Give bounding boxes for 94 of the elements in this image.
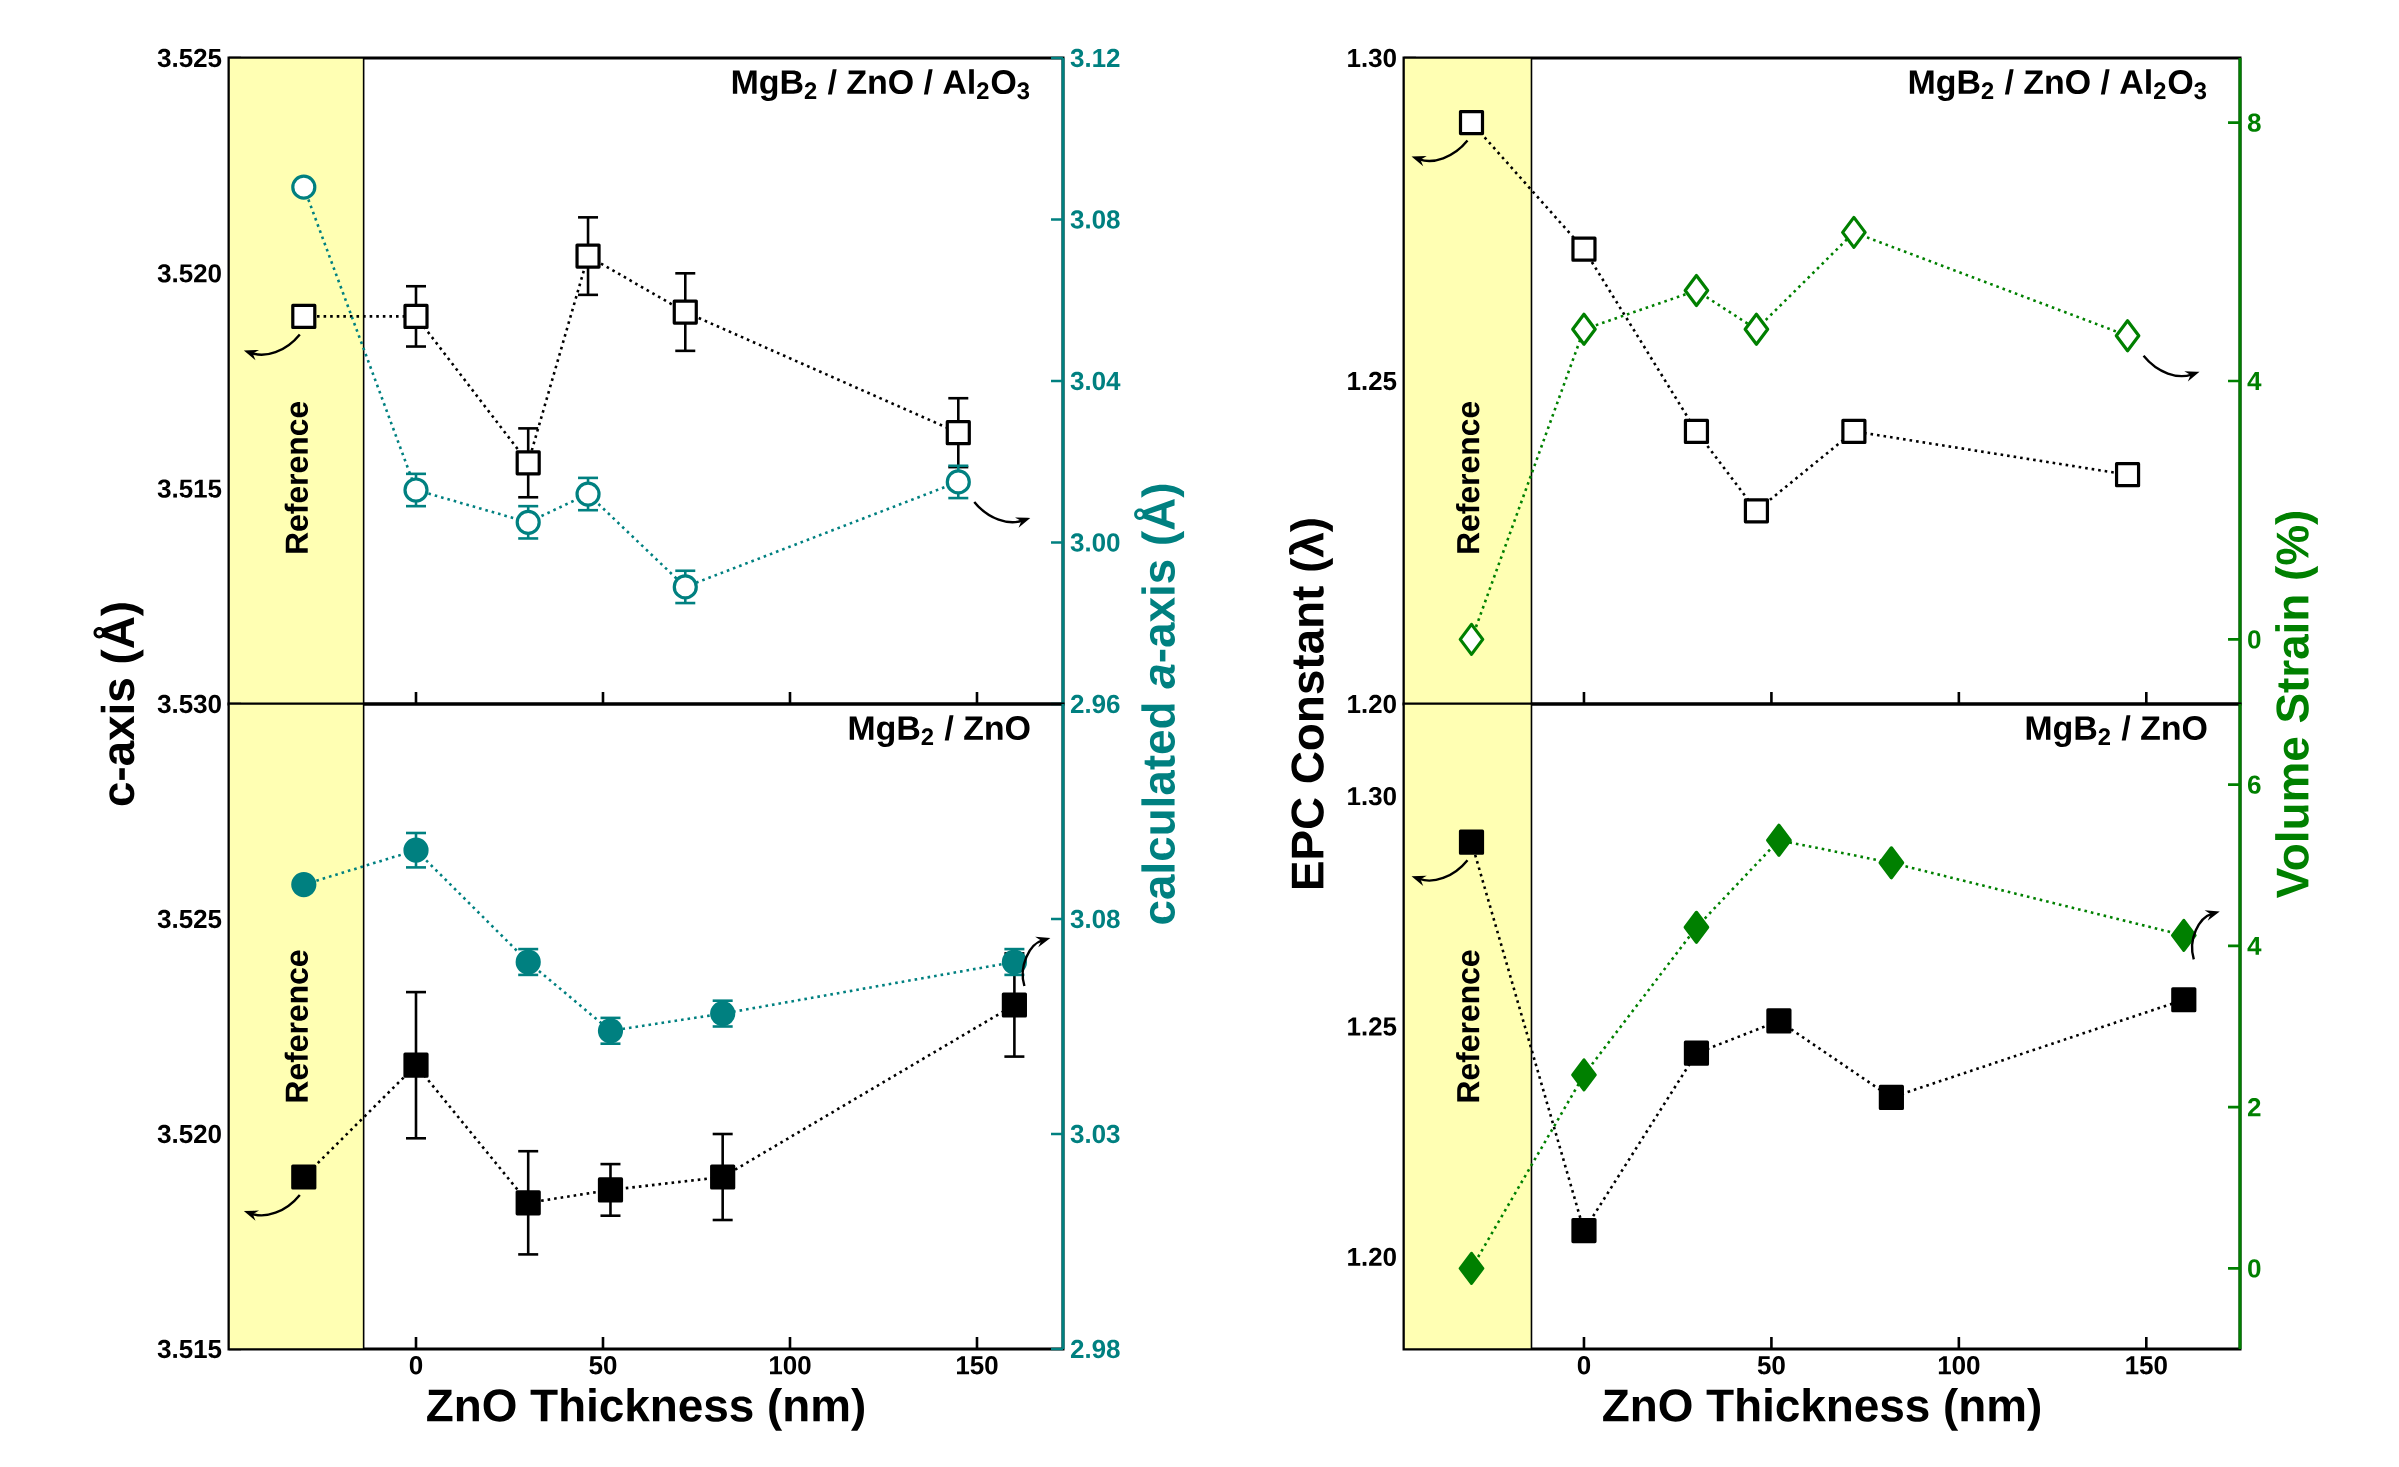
- point: [1683, 910, 1710, 944]
- point: [1458, 109, 1485, 136]
- point: [291, 1164, 317, 1190]
- x-tick-label: 150: [957, 1356, 998, 1375]
- point: [1683, 273, 1710, 308]
- chart-title: MgB$_{2}$ / ZnO / Al$_{2}$O$_{3}$: [1909, 69, 2207, 101]
- y2-tick-label: 4: [2247, 936, 2262, 955]
- point: [597, 1177, 624, 1203]
- point: [1571, 1217, 1597, 1244]
- point: [575, 481, 601, 507]
- point: [291, 871, 317, 898]
- y-tick-label: 3.515: [157, 479, 222, 498]
- chart-title: MgB$_{2}$ / ZnO / Al$_{2}$O$_{3}$: [732, 69, 1030, 101]
- point: [1878, 1084, 1904, 1111]
- x-tick-label: 150: [2126, 1356, 2167, 1375]
- y-axis-title: EPC Constant (λ): [1288, 519, 1333, 889]
- y2-tick-label: 3.08: [1070, 210, 1120, 229]
- band-label: Reference: [284, 401, 309, 553]
- x-axis-title: ZnO Thickness (nm): [427, 1388, 864, 1431]
- point: [403, 477, 429, 503]
- y2-axis-title: calculated a-axis (Å): [1134, 484, 1185, 924]
- band-label: Reference: [1456, 401, 1480, 553]
- point: [1683, 418, 1710, 444]
- point: [515, 509, 541, 535]
- y-tick-label: 1.30: [1348, 48, 1396, 68]
- point: [403, 1052, 429, 1078]
- point: [2171, 987, 2197, 1013]
- y-tick-label: 1.30: [1348, 786, 1396, 806]
- y2-tick-label: 0: [2248, 630, 2261, 649]
- point: [1766, 823, 1792, 857]
- point: [1571, 236, 1597, 262]
- y2-tick-label: 0: [2248, 1259, 2261, 1278]
- chart-title: MgB$_{2}$ / ZnO: [849, 715, 1030, 747]
- point: [575, 243, 601, 269]
- point: [1743, 498, 1770, 524]
- y-tick-label: 1.25: [1348, 1017, 1397, 1036]
- x-tick-label: 0: [1577, 1356, 1591, 1375]
- point: [1841, 418, 1867, 444]
- y-tick-label: 1.20: [1348, 1247, 1396, 1267]
- x-tick-label: 0: [409, 1356, 423, 1375]
- point: [2170, 918, 2197, 952]
- y2-tick-label: 6: [2248, 775, 2261, 794]
- point: [1458, 829, 1485, 855]
- y2-tick-label: 8: [2247, 113, 2261, 132]
- y-tick-label: 3.525: [157, 48, 222, 68]
- point: [1571, 1058, 1597, 1092]
- point: [1571, 312, 1597, 346]
- point: [515, 1190, 541, 1216]
- y2-tick-label: 3.00: [1070, 533, 1120, 552]
- y-tick-label: 3.520: [157, 264, 221, 283]
- y2-tick-label: 2.96: [1070, 694, 1120, 714]
- x-tick-label: 100: [1938, 1356, 1980, 1375]
- chart-title: MgB$_{2}$ / ZnO: [2026, 715, 2207, 747]
- y-tick-label: 3.520: [157, 1124, 221, 1144]
- point: [1743, 312, 1770, 346]
- point: [1766, 1008, 1792, 1034]
- point: [1841, 215, 1867, 250]
- y2-tick-label: 3.04: [1070, 371, 1121, 391]
- point: [2114, 319, 2141, 353]
- x-tick-label: 100: [770, 1356, 811, 1375]
- point: [945, 420, 971, 446]
- point: [1683, 1040, 1710, 1066]
- point: [403, 837, 429, 863]
- band-label: Reference: [284, 950, 309, 1102]
- point: [672, 299, 698, 325]
- y-tick-label: 3.515: [157, 1339, 222, 1359]
- x-tick-label: 50: [589, 1356, 617, 1375]
- y2-tick-label: 3.08: [1070, 909, 1120, 929]
- y2-tick-label: 3.12: [1070, 48, 1120, 68]
- point: [945, 469, 971, 495]
- y-tick-label: 1.20: [1348, 694, 1396, 714]
- y2-tick-label: 4: [2247, 372, 2262, 390]
- point: [1001, 992, 1027, 1018]
- y-tick-label: 3.530: [157, 694, 221, 714]
- point: [291, 174, 317, 200]
- y-axis-title: c-axis (Å): [93, 603, 144, 806]
- point: [672, 574, 698, 600]
- y2-tick-label: 2.98: [1070, 1339, 1120, 1359]
- point: [403, 303, 429, 329]
- y2-tick-label: 2: [2247, 1098, 2261, 1117]
- point: [710, 1164, 736, 1190]
- point: [1458, 622, 1485, 656]
- point: [1878, 846, 1905, 880]
- x-tick-label: 50: [1757, 1356, 1785, 1375]
- band-label: Reference: [1456, 950, 1480, 1102]
- y2-tick-label: 3.03: [1070, 1124, 1120, 1144]
- point: [2114, 462, 2141, 488]
- x-axis-title: ZnO Thickness (nm): [1603, 1388, 2040, 1431]
- y-tick-label: 1.25: [1348, 371, 1397, 391]
- point: [1458, 1251, 1485, 1285]
- point: [515, 450, 541, 476]
- y-tick-label: 3.525: [157, 909, 222, 929]
- point: [291, 303, 317, 329]
- y2-axis-title: Volume Strain (%): [2275, 511, 2318, 899]
